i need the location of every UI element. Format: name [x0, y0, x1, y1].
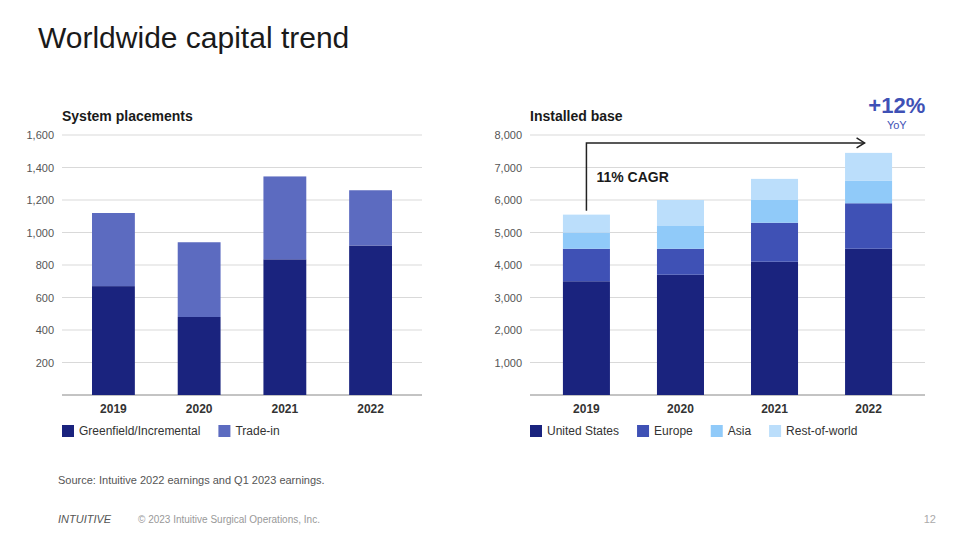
bar: [751, 262, 798, 395]
y-tick-label: 1,000: [26, 227, 54, 239]
x-tick-label: 2020: [186, 402, 213, 416]
bar: [657, 275, 704, 395]
grid-line: [62, 167, 422, 168]
legend-swatch: [711, 425, 723, 437]
x-tick-label: 2019: [573, 402, 600, 416]
bar: [349, 246, 392, 396]
x-tick-label: 2022: [357, 402, 384, 416]
copyright: © 2023 Intuitive Surgical Operations, In…: [138, 514, 320, 525]
legend-swatch: [62, 425, 74, 437]
bar: [563, 233, 610, 249]
source-note: Source: Intuitive 2022 earnings and Q1 2…: [58, 474, 325, 486]
y-tick-label: 800: [36, 259, 54, 271]
y-tick-label: 400: [36, 324, 54, 336]
grid-line: [530, 135, 925, 136]
chart-title: Installed base: [530, 108, 623, 124]
legend-swatch: [218, 425, 230, 437]
y-tick-label: 5,000: [494, 227, 522, 239]
bar: [751, 200, 798, 223]
legend-label: Asia: [728, 424, 752, 438]
legend-swatch: [530, 425, 542, 437]
bar: [751, 179, 798, 200]
legend-swatch: [637, 425, 649, 437]
bar: [563, 249, 610, 282]
bar: [845, 181, 892, 204]
cagr-arrow: [586, 138, 864, 211]
legend-label: Rest-of-world: [786, 424, 857, 438]
page: Worldwide capital trend Source: Intuitive…: [0, 0, 960, 540]
bar: [845, 249, 892, 395]
bar: [657, 249, 704, 275]
bar: [349, 190, 392, 245]
chart: Installed base 1,000 2,000 3,000 4,000 5,000 6…: [494, 93, 925, 438]
legend-label: United States: [547, 424, 619, 438]
x-tick-label: 2022: [855, 402, 882, 416]
x-tick-label: 2021: [272, 402, 299, 416]
y-tick-label: 600: [36, 292, 54, 304]
chart: System placements 200 400 600 800 1,000 1,200 1…: [26, 108, 422, 438]
chart-title: System placements: [62, 108, 193, 124]
y-tick-label: 6,000: [494, 194, 522, 206]
annotation: 11% CAGR: [596, 169, 668, 185]
legend-swatch: [769, 425, 781, 437]
bars: [92, 176, 392, 395]
bar: [263, 259, 306, 395]
x-tick-label: 2021: [761, 402, 788, 416]
y-tick-label: 8,000: [494, 129, 522, 141]
bars: [563, 153, 892, 395]
arrow-line: [586, 143, 864, 211]
y-tick-label: 4,000: [494, 259, 522, 271]
page-title: Worldwide capital trend: [38, 21, 349, 54]
y-tick-label: 1,200: [26, 194, 54, 206]
arrow-head: [857, 138, 865, 148]
grid-line: [62, 135, 422, 136]
y-tick-label: 1,600: [26, 129, 54, 141]
bar: [92, 286, 135, 395]
bar: [178, 242, 221, 317]
page-number: 12: [924, 513, 936, 525]
y-tick-label: 7,000: [494, 162, 522, 174]
legend-label: Greenfield/Incremental: [79, 424, 200, 438]
bar: [92, 213, 135, 286]
y-tick-label: 2,000: [494, 324, 522, 336]
bar: [845, 203, 892, 249]
bar: [178, 317, 221, 395]
bar: [657, 226, 704, 249]
y-tick-label: 1,000: [494, 357, 522, 369]
bar: [263, 176, 306, 259]
bar: [563, 215, 610, 233]
bar: [751, 223, 798, 262]
bar: [563, 281, 610, 395]
annotation: +12%: [868, 93, 925, 118]
bar: [657, 200, 704, 226]
annotation: YoY: [887, 119, 907, 131]
x-tick-label: 2019: [100, 402, 127, 416]
y-tick-label: 200: [36, 357, 54, 369]
y-tick-label: 1,400: [26, 162, 54, 174]
legend-label: Trade-in: [235, 424, 279, 438]
y-tick-label: 3,000: [494, 292, 522, 304]
brand: INTUITIVE: [58, 513, 112, 525]
x-tick-label: 2020: [667, 402, 694, 416]
bar: [845, 153, 892, 181]
legend-label: Europe: [654, 424, 693, 438]
